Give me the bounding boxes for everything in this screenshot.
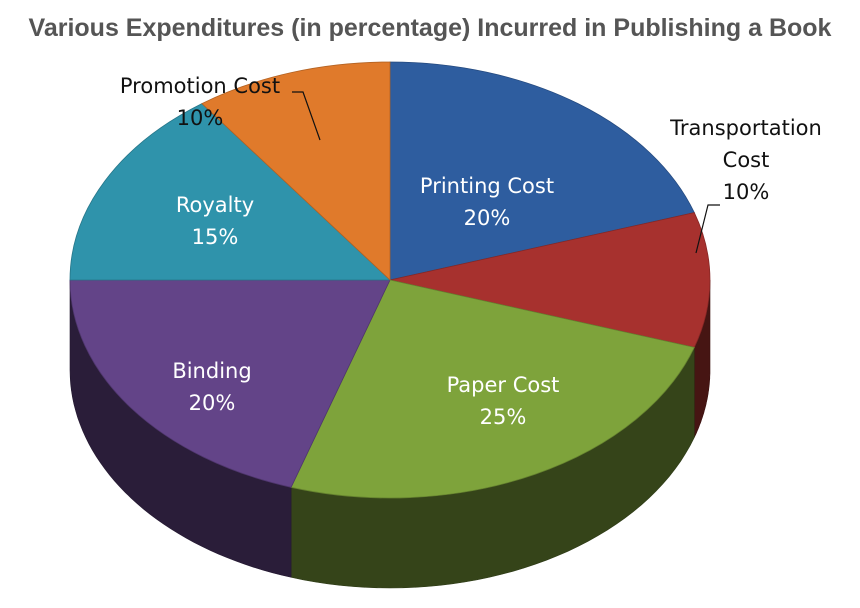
slice-value-printing-cost: 20% xyxy=(464,206,511,230)
pie-slice-binding xyxy=(69,279,391,488)
slice-value-transportation-cost: 10% xyxy=(723,180,770,204)
slice-value-promotion-cost: 10% xyxy=(177,106,224,130)
leader-line-transportation-cost xyxy=(695,204,720,254)
pie-slice-promotion-cost xyxy=(201,61,391,281)
slice-value-binding: 20% xyxy=(189,391,236,415)
slice-value-paper-cost: 25% xyxy=(480,405,527,429)
pie-slice-transportation-cost xyxy=(389,212,711,348)
pie-slice-printing-cost xyxy=(389,61,695,281)
slice-value-royalty: 15% xyxy=(192,225,239,249)
slice-label-transportation-cost: Transportation xyxy=(669,116,822,140)
pie-slice-paper-cost xyxy=(290,279,695,499)
slice-label-binding: Binding xyxy=(172,359,251,383)
slice-label-transportation-cost: Cost xyxy=(723,148,770,172)
chart-title: Various Expenditures (in percentage) Inc… xyxy=(28,14,832,42)
slice-label-promotion-cost: Promotion Cost xyxy=(120,74,280,98)
leader-line-promotion-cost xyxy=(292,91,321,141)
slice-label-paper-cost: Paper Cost xyxy=(447,373,560,397)
slice-label-printing-cost: Printing Cost xyxy=(420,174,554,198)
slice-label-royalty: Royalty xyxy=(176,193,254,217)
pie-slice-royalty xyxy=(69,103,392,281)
